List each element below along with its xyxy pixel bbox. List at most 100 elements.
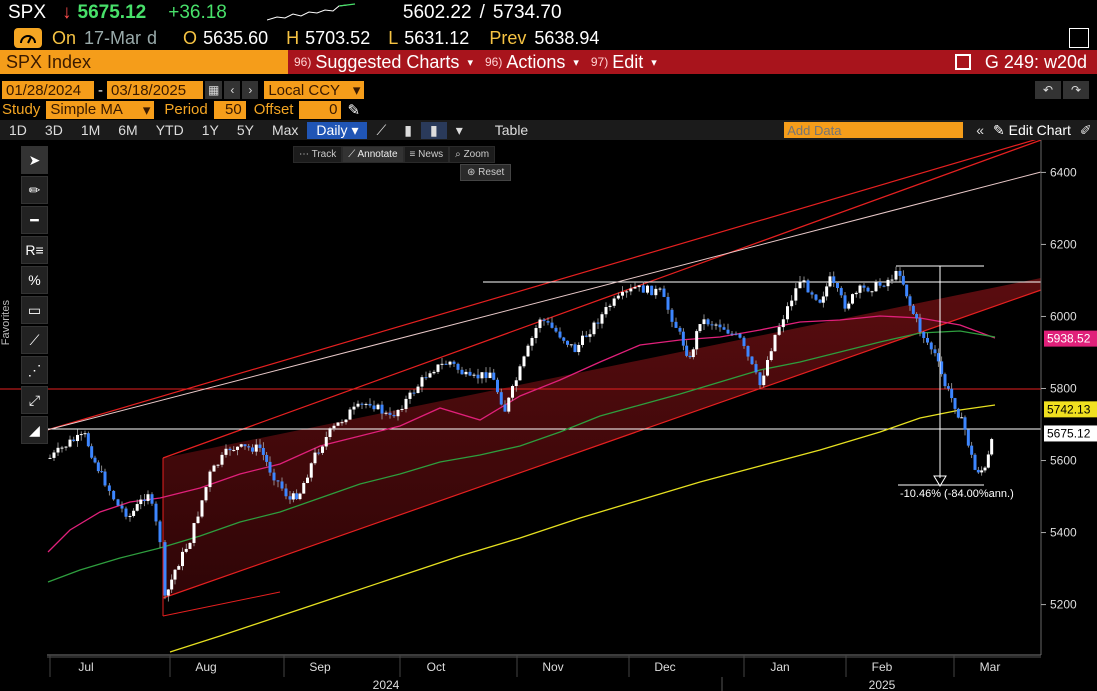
candle: [452, 361, 456, 364]
security-field[interactable]: SPX Index: [0, 50, 288, 74]
reset-button[interactable]: ⊛ Reset: [460, 164, 512, 181]
next-range-icon[interactable]: ›: [242, 81, 259, 99]
day-low: 5602.22: [402, 2, 472, 23]
period-3d[interactable]: 3D: [44, 122, 63, 138]
candle: [48, 457, 52, 459]
period-1m[interactable]: 1M: [80, 122, 101, 138]
table-button[interactable]: Table: [494, 122, 529, 138]
offset-input[interactable]: 0: [299, 100, 342, 119]
prev-range-icon[interactable]: ‹: [224, 81, 241, 99]
percent-tool-icon[interactable]: %: [21, 266, 48, 294]
x-tick-label: Jan: [770, 660, 789, 674]
candle: [128, 515, 132, 517]
price-tag-label: 5742.13: [1047, 402, 1091, 416]
actions-menu[interactable]: 96) Actions ▾: [479, 50, 585, 74]
reset-label: Reset: [478, 167, 505, 178]
channel-line: [162, 140, 1042, 459]
candle: [786, 306, 789, 320]
period-1d[interactable]: 1D: [9, 122, 27, 138]
candle: [894, 270, 898, 280]
candle: [476, 374, 480, 379]
sparkline-icon: [266, 3, 355, 21]
redo-icon[interactable]: ↷: [1063, 81, 1089, 99]
line-chart-icon[interactable]: ⟋: [376, 121, 387, 138]
undo-icon[interactable]: ↶: [1035, 81, 1061, 99]
ray-tool-icon[interactable]: ⤢: [21, 386, 48, 414]
period-1y[interactable]: 1Y: [201, 122, 219, 138]
open-value: 5635.60: [203, 27, 269, 48]
candle: [866, 287, 870, 292]
draw-line-tool-icon[interactable]: ✏: [21, 176, 48, 204]
track-tool[interactable]: ⋯ Track: [293, 146, 343, 163]
bar-chart-icon[interactable]: ▮: [421, 121, 447, 139]
candle: [103, 471, 107, 486]
currency-select[interactable]: Local CCY ▾: [264, 81, 365, 99]
candle: [146, 494, 150, 502]
pointer-tool-icon[interactable]: ➤: [21, 146, 48, 174]
frequency-select[interactable]: Daily ▾: [307, 121, 368, 139]
candle: [90, 446, 94, 458]
start-date-input[interactable]: 01/28/2024: [2, 81, 94, 99]
calendar-icon[interactable]: ▦: [205, 81, 223, 99]
candle: [832, 276, 836, 283]
period-6m[interactable]: 6M: [118, 122, 138, 138]
suggested-charts-menu[interactable]: 96) Suggested Charts ▾: [288, 50, 479, 74]
candle: [915, 313, 919, 319]
channel-tool-icon[interactable]: ⋰: [21, 356, 48, 384]
upper-trendline: [46, 171, 1042, 431]
period-5y[interactable]: 5Y: [236, 122, 254, 138]
rectangle-tool-icon[interactable]: ▭: [21, 296, 48, 324]
candle: [86, 433, 90, 447]
candle: [364, 403, 368, 405]
candle: [554, 327, 558, 332]
candle: [204, 487, 208, 501]
candle: [181, 551, 184, 567]
range-separator: /: [479, 2, 485, 23]
candle: [953, 398, 957, 409]
draw-icon[interactable]: ✐: [1079, 121, 1092, 138]
collapse-icon[interactable]: «: [976, 122, 985, 138]
study-bar: Study Simple MA ▾ Period 50 Offset 0 ✎: [0, 100, 1097, 119]
candle: [670, 309, 674, 322]
add-data-input[interactable]: [784, 122, 964, 138]
candle: [750, 356, 754, 365]
candle: [132, 510, 136, 516]
candle: [702, 319, 706, 325]
chart-id[interactable]: G 249: w20d: [984, 51, 1087, 72]
candle: [420, 377, 424, 387]
candle: [184, 548, 188, 552]
candle: [890, 279, 894, 281]
period-max[interactable]: Max: [271, 122, 299, 138]
period-ytd[interactable]: YTD: [155, 122, 184, 138]
candle: [526, 345, 530, 357]
pencil-icon[interactable]: ✎: [347, 101, 361, 119]
edit-menu[interactable]: 97) Edit ▾: [585, 50, 663, 74]
eraser-tool-icon[interactable]: ◢: [21, 416, 48, 444]
end-date-input[interactable]: 03/18/2025: [107, 81, 203, 99]
candle: [251, 447, 254, 452]
period-input[interactable]: 50: [213, 100, 246, 119]
candle-chart-icon[interactable]: ▮: [404, 121, 412, 138]
open-label: O: [183, 27, 198, 48]
candle: [621, 292, 624, 296]
segment-tool-icon[interactable]: ⟋: [21, 326, 48, 354]
export-icon[interactable]: [954, 54, 971, 70]
annotate-tool[interactable]: ⟋ Annotate: [342, 146, 404, 163]
popout-icon[interactable]: [1069, 28, 1089, 48]
drawdown-label: -10.46% (-84.00%ann.): [900, 488, 1014, 500]
zoom-tool[interactable]: ⌕ Zoom: [449, 146, 496, 163]
x-tick-label: Feb: [872, 660, 893, 674]
horizontal-line-tool-icon[interactable]: ━: [21, 206, 48, 234]
study-select[interactable]: Simple MA ▾: [46, 100, 155, 119]
favorites-tab[interactable]: Favorites: [0, 300, 12, 346]
edit-chart-button[interactable]: ✎ Edit Chart: [993, 122, 1071, 139]
candle: [332, 425, 336, 429]
candle: [468, 371, 472, 376]
price-chart[interactable]: -10.46% (-84.00%ann.) 5200 5400 5600 5800 60…: [0, 140, 1097, 691]
candle: [360, 403, 364, 405]
x-tick-label: Dec: [654, 660, 675, 674]
candle: [56, 447, 60, 453]
chart-type-dropdown-icon[interactable]: ▾: [455, 121, 463, 138]
news-tool[interactable]: ≡ News: [403, 146, 450, 163]
text-tool-icon[interactable]: R≡: [21, 236, 48, 264]
